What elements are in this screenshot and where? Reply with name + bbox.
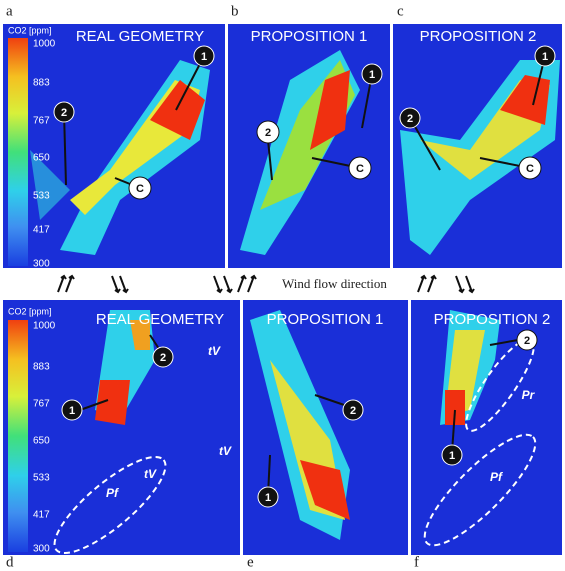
- annotation: Pf: [106, 486, 119, 500]
- colorbar-tick: 417: [33, 510, 50, 521]
- panel-letter: d: [6, 554, 14, 570]
- colorbar-tick: 767: [33, 399, 50, 410]
- colorbar-tick: 883: [33, 362, 50, 373]
- panel-title: REAL GEOMETRY: [76, 28, 204, 45]
- annotation: Pf: [490, 470, 503, 484]
- marker-label: 1: [201, 51, 207, 63]
- colorbar-tick: 1000: [33, 39, 56, 50]
- page: {"panels": [ {"letter": "a", "title": "R…: [0, 0, 565, 571]
- marker-label: 1: [69, 405, 75, 417]
- marker-label: 1: [265, 492, 271, 504]
- marker-label: C: [356, 163, 364, 175]
- panel-letter: e: [247, 554, 254, 570]
- colorbar-label: CO2 [ppm]: [8, 25, 52, 35]
- annotation: tV: [144, 467, 157, 481]
- panel-letter: c: [397, 3, 404, 19]
- marker-label: 2: [61, 107, 67, 119]
- marker-label: 1: [542, 51, 548, 63]
- marker-label: 2: [265, 127, 271, 139]
- marker-label: 1: [369, 69, 375, 81]
- marker-label: C: [526, 163, 534, 175]
- marker-label: 2: [350, 405, 356, 417]
- panel-title: PROPOSITION 2: [420, 28, 537, 45]
- marker-label: C: [136, 183, 144, 195]
- figure: CO2 [ppm] 1000 883 767 650 533 417 300 C…: [0, 0, 565, 571]
- colorbar: [8, 320, 28, 552]
- panel-title: PROPOSITION 1: [251, 28, 368, 45]
- panel-title: REAL GEOMETRY: [96, 311, 224, 328]
- marker-label: 2: [160, 352, 166, 364]
- colorbar-tick: 650: [33, 153, 50, 164]
- panel-title: PROPOSITION 1: [267, 311, 384, 328]
- colorbar-tick: 417: [33, 225, 50, 236]
- colorbar-tick: 1000: [33, 321, 56, 332]
- colorbar-tick: 767: [33, 116, 50, 127]
- wind-arrows: [58, 276, 474, 292]
- colorbar-tick: 300: [33, 544, 50, 555]
- marker-label: 1: [449, 450, 455, 462]
- panel-letter: f: [414, 554, 419, 570]
- panel-letter: a: [6, 3, 13, 19]
- colorbar-label: CO2 [ppm]: [8, 306, 52, 316]
- wind-label: Wind flow direction: [282, 276, 387, 291]
- annotation: tV: [219, 444, 232, 458]
- colorbar-tick: 533: [33, 191, 50, 202]
- colorbar-tick: 650: [33, 436, 50, 447]
- marker-label: 2: [407, 113, 413, 125]
- marker-label: 2: [524, 335, 530, 347]
- panel-title: PROPOSITION 2: [434, 311, 551, 328]
- colorbar-tick: 533: [33, 473, 50, 484]
- colorbar: [8, 38, 28, 266]
- colorbar-tick: 300: [33, 259, 50, 270]
- annotation: Pr: [522, 388, 536, 402]
- colorbar-tick: 883: [33, 78, 50, 89]
- panel-letter: b: [231, 3, 239, 19]
- annotation: tV: [208, 344, 221, 358]
